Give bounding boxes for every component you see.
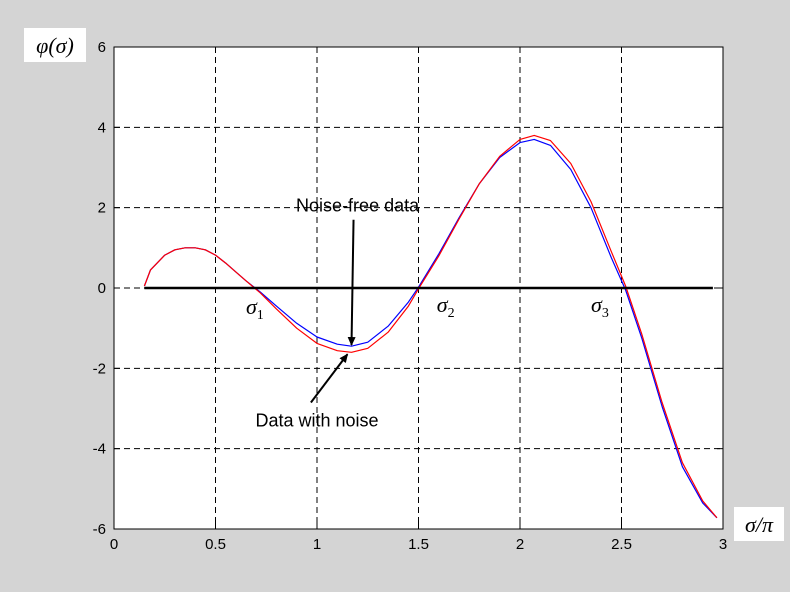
x-tick-label: 3 — [719, 536, 727, 553]
zero-crossing-subscript: 1 — [257, 308, 264, 323]
annotation-label: Data with noise — [255, 411, 378, 431]
plot-frame — [113, 46, 724, 530]
x-axis-label: σ/π — [745, 512, 774, 537]
y-tick-label: 2 — [98, 200, 106, 217]
annotation-arrow — [347, 219, 356, 347]
zero-crossing-symbol: σ — [591, 292, 603, 317]
zero-crossing-label: σ1 — [246, 294, 264, 323]
x-tick-label: 1 — [313, 536, 321, 553]
x-tick-label: 1.5 — [408, 536, 429, 553]
y-tick-label: 0 — [98, 280, 106, 297]
xlabel-box — [734, 507, 784, 541]
x-tick-label: 2.5 — [611, 536, 632, 553]
zero-crossing-label: σ2 — [437, 292, 455, 321]
annotation-label: Noise-free data — [296, 196, 420, 216]
y-tick-label: -4 — [93, 441, 106, 458]
y-tick-label: 6 — [98, 39, 106, 56]
zero-crossing-symbol: σ — [437, 292, 449, 317]
zero-crossing-symbol: σ — [246, 294, 258, 319]
zero-crossing-subscript: 2 — [448, 306, 455, 321]
ylabel-box — [24, 28, 86, 62]
x-tick-label: 0.5 — [205, 536, 226, 553]
plot-area: 0 0.5 1 1.5 2 2.5 3 6 4 2 0 -2 -4 -6 Noise-free data Da… — [24, 28, 784, 553]
y-tick-label: -2 — [93, 360, 106, 377]
y-axis-label: φ(σ) — [36, 33, 74, 58]
data-with-noise-line — [143, 134, 718, 519]
annotation-arrow — [310, 353, 349, 404]
x-tick-label: 2 — [516, 536, 524, 553]
zero-crossing-subscript: 3 — [602, 306, 609, 321]
y-tick-label: 4 — [98, 119, 106, 136]
zero-crossing-label: σ3 — [591, 292, 609, 321]
x-tick-label: 0 — [110, 536, 118, 553]
y-tick-label: -6 — [93, 521, 106, 538]
